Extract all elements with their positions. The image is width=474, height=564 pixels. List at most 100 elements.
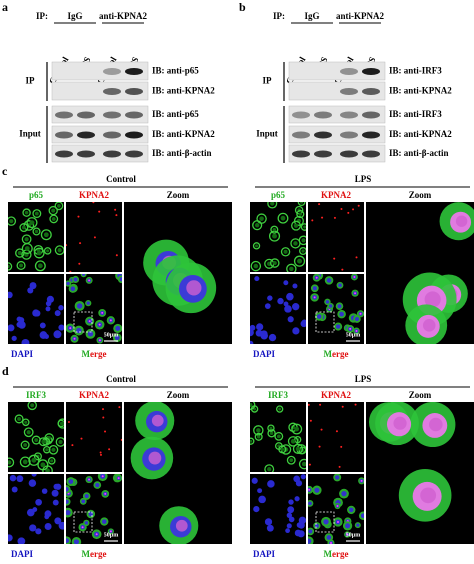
nucleus — [294, 426, 300, 432]
blot-label: IB: anti-KPNA2 — [152, 86, 215, 96]
condition-title: Control — [106, 174, 136, 184]
nucleus — [267, 295, 273, 301]
nucleus — [285, 528, 291, 534]
dot — [341, 268, 344, 271]
nucleus — [119, 277, 122, 282]
cell — [253, 425, 264, 436]
nucleus — [289, 458, 294, 463]
cell — [286, 263, 297, 272]
blot-band — [125, 131, 143, 139]
nucleus — [41, 439, 46, 444]
nucleus — [39, 322, 46, 329]
cell — [278, 445, 287, 454]
nucleus — [17, 416, 22, 421]
nucleus — [51, 447, 56, 452]
nucleus — [17, 537, 26, 544]
nucleus — [356, 523, 360, 527]
nucleus — [21, 338, 30, 344]
nucleus — [54, 517, 62, 525]
section-label: Input — [19, 129, 41, 139]
zoom-box — [315, 511, 335, 533]
nucleus — [36, 250, 42, 256]
nucleus — [66, 487, 69, 492]
cell — [48, 205, 58, 216]
cell — [15, 248, 25, 258]
dot — [318, 445, 321, 448]
nucleus — [51, 489, 59, 497]
dot — [313, 296, 316, 299]
nucleus — [268, 333, 277, 342]
nucleus — [40, 462, 46, 468]
micrograph — [124, 202, 232, 344]
dot — [333, 216, 336, 219]
dot — [93, 236, 96, 239]
nucleus — [11, 335, 17, 341]
panel-letter: d — [2, 364, 9, 378]
blot-band — [362, 111, 380, 119]
micrograph — [66, 274, 122, 344]
cell — [293, 255, 306, 267]
merge-rest: erge — [90, 549, 106, 559]
dot — [109, 319, 112, 322]
nucleus — [8, 460, 12, 465]
micrograph — [66, 202, 122, 272]
channel-label: KPNA2 — [321, 190, 351, 200]
blot-band — [340, 68, 358, 75]
nucleus — [338, 283, 342, 288]
micrograph — [250, 474, 306, 544]
micrograph-bg — [66, 402, 122, 472]
cell — [250, 260, 262, 272]
blot-label: IB: anti-KPNA2 — [389, 86, 452, 96]
nucleus — [335, 324, 341, 329]
cell — [34, 260, 46, 272]
nucleus — [86, 301, 90, 305]
blot-band — [314, 111, 332, 119]
nucleus — [314, 523, 319, 528]
dot — [95, 533, 98, 536]
dot — [67, 421, 70, 424]
nucleus — [254, 276, 260, 282]
blot-band — [103, 88, 121, 95]
cell — [20, 440, 30, 450]
dot — [338, 465, 341, 468]
channel-label: KPNA2 — [321, 390, 351, 400]
blot-band — [55, 131, 73, 139]
nucleus — [87, 331, 94, 337]
dot — [98, 339, 101, 342]
blot-label: IB: anti-KPNA2 — [152, 129, 215, 139]
cell — [297, 202, 306, 207]
nucleus — [253, 263, 259, 269]
dot — [355, 256, 358, 259]
micrograph — [250, 202, 306, 272]
nucleus — [314, 487, 320, 493]
nucleus-spot — [424, 291, 441, 308]
nucleus — [34, 229, 39, 234]
nucleus — [57, 248, 62, 253]
merge-first: M — [82, 349, 91, 359]
cell — [55, 437, 64, 447]
dot — [71, 444, 74, 447]
nucleus — [73, 277, 78, 282]
nucleus — [66, 538, 70, 544]
nucleus — [341, 490, 347, 497]
blot-band — [292, 111, 310, 119]
blot-label: IB: anti-β-actin — [389, 148, 449, 158]
nucleus — [41, 488, 48, 494]
dot — [115, 254, 118, 257]
cell — [291, 423, 303, 435]
nucleus — [272, 260, 277, 266]
dot — [346, 533, 349, 536]
nucleus — [58, 324, 64, 331]
cell — [299, 246, 306, 255]
scale-label: 50μm — [346, 332, 360, 338]
dot — [308, 463, 311, 466]
nucleus — [54, 483, 62, 490]
blot-band — [103, 68, 121, 75]
cell — [54, 202, 64, 211]
dot — [347, 211, 350, 214]
blot-band — [77, 131, 95, 139]
nucleus — [66, 281, 70, 286]
cell — [267, 429, 276, 438]
dot — [99, 451, 102, 454]
nucleus — [68, 479, 74, 485]
